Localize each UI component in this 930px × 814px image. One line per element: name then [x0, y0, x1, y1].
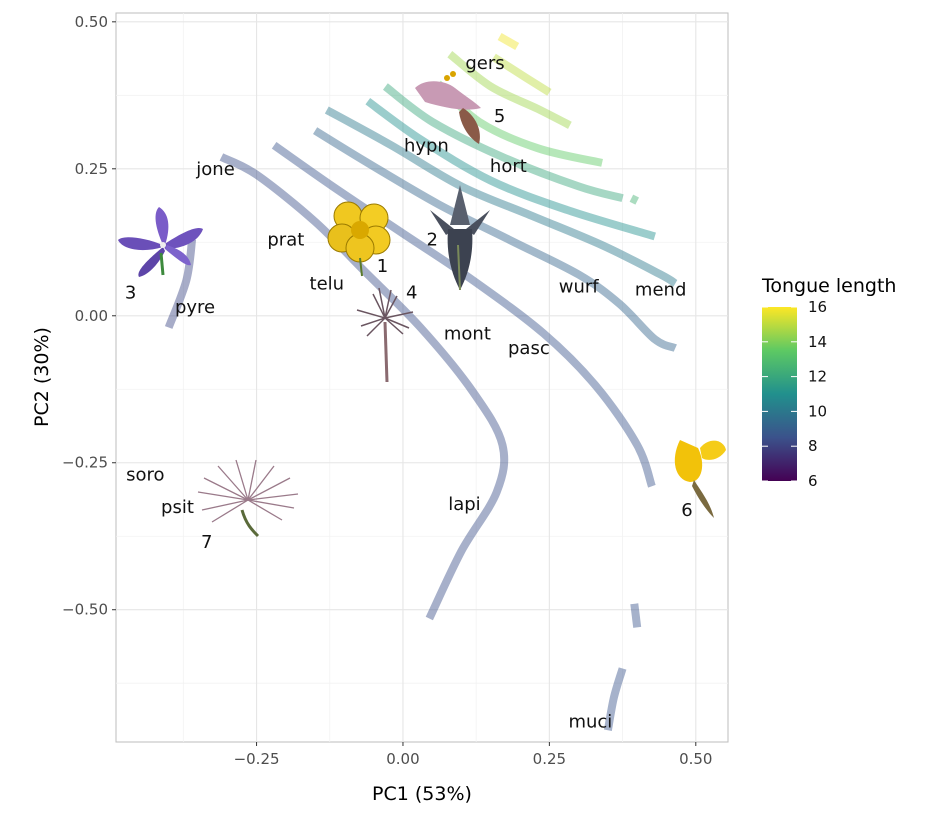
y-tick-label: 0.00: [75, 307, 108, 325]
point-label: 7: [201, 532, 212, 553]
point-label: pyre: [175, 297, 215, 318]
contour-line: [497, 33, 520, 50]
point-label: hort: [490, 156, 527, 177]
x-tick-label: 0.25: [533, 750, 566, 768]
x-tick-label: 0.00: [386, 750, 419, 768]
legend-tick-label: 16: [808, 298, 827, 316]
point-label: gers: [465, 53, 504, 74]
point-labels: gers 5 hypn hort jone prat 2 1 telu 4 wurf mend 3 pyr…: [125, 53, 693, 732]
flower-illustration-6: [674, 440, 726, 518]
legend-tick-label: 8: [808, 437, 818, 455]
y-axis-ticks: 0.50 0.25 0.00 −0.25 −0.50: [62, 13, 116, 619]
contour-line: [271, 142, 656, 488]
flower-illustration-1: [327, 201, 391, 277]
point-label: 6: [681, 500, 692, 521]
flower-illustration-4: [356, 287, 414, 383]
x-axis-ticks: −0.25 0.00 0.25 0.50: [234, 742, 712, 768]
y-axis-title: PC2 (30%): [31, 327, 53, 427]
legend-title: Tongue length: [761, 275, 896, 297]
contour-line: [324, 106, 678, 287]
legend: Tongue length 16 14 12 10 8 6: [761, 275, 896, 490]
y-tick-label: −0.50: [62, 601, 108, 619]
legend-tick-label: 10: [808, 402, 827, 420]
contour-line: [382, 83, 624, 203]
x-tick-label: −0.25: [234, 750, 280, 768]
contour-line: [219, 153, 509, 621]
point-label: wurf: [559, 276, 600, 297]
tongue-length-contours: [164, 33, 678, 731]
flower-illustration-7: [197, 459, 299, 538]
contour-line: [164, 238, 197, 329]
flower-illustration-3: [118, 207, 203, 277]
plot-panel: [115, 12, 729, 743]
legend-tick-label: 12: [808, 368, 827, 386]
point-label: lapi: [448, 494, 480, 515]
point-label: soro: [126, 465, 164, 486]
point-label: 4: [406, 282, 417, 303]
y-tick-label: −0.25: [62, 454, 108, 472]
point-label: pasc: [508, 338, 550, 359]
contour-line: [313, 127, 677, 352]
contour-line: [447, 51, 572, 129]
point-label: prat: [267, 229, 304, 250]
major-gridlines: [116, 13, 728, 742]
y-tick-label: 0.50: [75, 13, 108, 31]
x-axis-title: PC1 (53%): [372, 783, 472, 805]
contour-line: [365, 97, 656, 241]
legend-tick-label: 6: [808, 472, 818, 490]
point-label: 2: [427, 229, 438, 250]
point-label: 1: [377, 256, 388, 277]
contour-line: [603, 667, 627, 731]
point-label: hypn: [404, 135, 449, 156]
point-label: jone: [195, 159, 235, 180]
point-label: muci: [568, 711, 612, 732]
point-label: psit: [161, 497, 194, 518]
point-label: mont: [444, 323, 491, 344]
flower-illustration-2: [430, 185, 490, 291]
point-label: 5: [494, 106, 505, 127]
contour-line: [491, 53, 552, 96]
x-tick-label: 0.50: [679, 750, 712, 768]
legend-colorbar: [762, 307, 797, 481]
contour-line: [630, 603, 642, 628]
y-tick-label: 0.25: [75, 160, 108, 178]
point-label: mend: [635, 279, 686, 300]
legend-ticks: 16 14 12 10 8 6: [762, 298, 827, 490]
point-label: telu: [310, 273, 345, 294]
point-label: 3: [125, 282, 136, 303]
contour-line: [629, 194, 639, 205]
legend-tick-label: 14: [808, 333, 827, 351]
flower-illustration-5: [415, 71, 481, 144]
